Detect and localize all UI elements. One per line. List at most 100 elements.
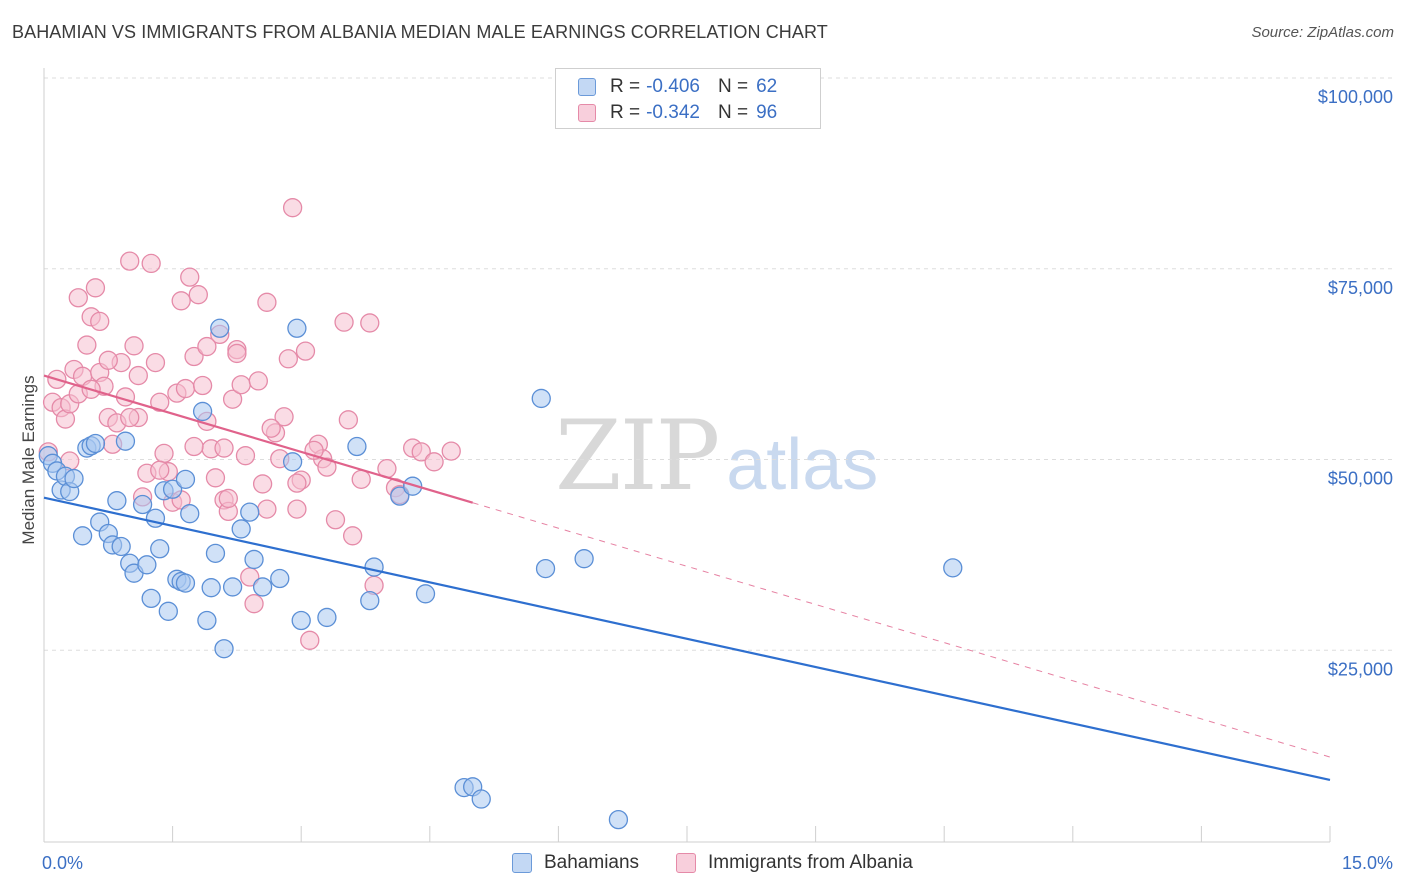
legend-item-bahamians[interactable]: Bahamians [512,852,639,874]
data-point-bahamians [107,491,127,511]
data-point-bahamians [347,436,367,457]
source-label: Source: ZipAtlas.com [1251,24,1394,41]
data-point-bahamians [158,601,178,621]
data-point-albania [120,407,140,428]
x-tick-label-left: 0.0% [42,853,83,873]
data-point-bahamians [282,452,303,472]
axis-labels: $100,000 $75,000 $50,000 $25,000 0.0% 15.0% Me… [19,87,1393,873]
data-point-albania [235,446,256,466]
data-point-bahamians [150,539,170,559]
data-point-bahamians [197,610,217,631]
data-point-bahamians [364,557,384,577]
series-bahamians-points [38,318,963,830]
data-point-bahamians [360,591,380,611]
data-point-albania [218,488,238,509]
stats-legend-row-bahamians: R = -0.406 N = 62 [578,76,777,98]
data-point-albania [120,251,140,271]
data-point-bahamians [141,588,161,609]
data-point-albania [231,375,251,395]
data-point-bahamians [85,433,106,454]
data-point-bahamians [180,504,200,524]
watermark-atlas: atlas [726,425,879,505]
data-point-albania [85,278,106,298]
data-point-albania [188,285,208,305]
data-point-albania [222,389,243,409]
y-tick-label: $50,000 [1328,469,1393,489]
data-point-albania [261,418,281,438]
data-point-bahamians [291,610,311,631]
data-point-albania [150,460,170,480]
data-point-bahamians [111,536,131,557]
r-value: -0.342 [646,102,700,123]
legend-swatch-blue [512,853,532,873]
data-point-bahamians [192,401,213,422]
series-albania-points [38,198,461,650]
data-point-bahamians [252,577,273,597]
data-point-bahamians [175,469,196,489]
data-point-bahamians [162,479,183,499]
data-point-bahamians [943,558,963,578]
data-point-albania [214,438,234,458]
data-point-albania [360,313,380,333]
stats-legend: R = -0.406 N = 62 R = -0.342 N = 96 [555,68,821,129]
data-point-albania [90,311,110,332]
data-point-albania [282,198,303,218]
r-value: -0.406 [646,76,700,97]
n-label: N = [717,102,749,123]
data-point-albania [175,378,196,399]
data-point-albania [180,267,200,287]
data-point-bahamians [535,558,556,579]
data-point-bahamians [222,577,243,597]
data-point-albania [248,371,268,391]
data-point-albania [325,510,346,530]
r-label: R = [610,102,641,123]
y-axis-label: Median Male Earnings [19,375,38,544]
stats-legend-row-albania: R = -0.342 N = 96 [578,102,777,124]
data-point-bahamians [287,318,307,338]
data-point-albania [334,312,354,332]
data-point-bahamians [72,526,93,546]
data-point-bahamians [244,549,264,570]
y-tick-label: $75,000 [1328,278,1393,298]
r-label: R = [610,76,641,97]
data-point-albania [424,452,444,472]
data-point-bahamians [415,584,436,604]
data-point-albania [342,526,363,546]
data-point-bahamians [471,789,491,809]
trend-line-bahamians [43,496,1331,782]
data-point-albania [150,392,170,412]
legend-swatch-pink [676,853,696,873]
n-value: 96 [756,102,778,123]
data-point-albania [278,349,298,369]
trend-lines [43,374,1331,782]
data-point-albania [98,350,118,370]
data-point-bahamians [390,486,410,506]
data-point-bahamians [608,809,629,830]
data-point-albania [227,343,247,364]
n-label: N = [717,76,749,97]
data-point-bahamians [115,431,136,451]
data-point-albania [317,457,337,477]
y-tick-label: $100,000 [1318,87,1393,107]
data-point-albania [295,341,316,361]
data-point-bahamians [231,519,251,539]
data-point-albania [205,468,226,488]
legend-item-albania[interactable]: Immigrants from Albania [676,852,913,874]
data-point-bahamians [214,639,234,659]
data-point-bahamians [205,543,226,563]
x-tick-label-right: 15.0% [1342,853,1393,873]
legend-swatch-pink [578,104,596,122]
data-point-albania [128,365,148,386]
data-point-bahamians [64,468,84,489]
data-point-albania [77,335,97,355]
data-point-bahamians [240,502,260,522]
data-point-albania [300,630,320,650]
data-point-albania [244,594,264,614]
data-point-albania [68,288,88,308]
data-point-bahamians [137,555,157,575]
data-point-albania [411,442,431,462]
data-point-albania [257,292,277,312]
legend-label-bahamians: Bahamians [544,852,640,873]
data-point-bahamians [531,388,551,409]
